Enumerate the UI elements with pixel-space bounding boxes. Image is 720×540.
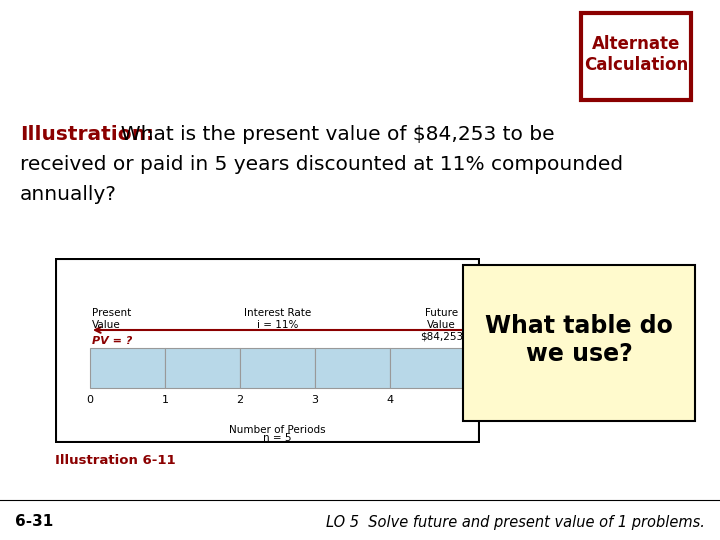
Text: 5: 5 [462,395,469,405]
Text: Illustration 6-11: Illustration 6-11 [55,455,176,468]
Text: 6-31: 6-31 [15,515,53,530]
Text: 3: 3 [312,395,318,405]
Text: 1: 1 [161,395,168,405]
Text: Present
Value: Present Value [92,308,131,329]
Bar [240,348,315,388]
Text: Alternate
Calculation: Alternate Calculation [584,35,688,74]
Text: Interest Rate
i = 11%: Interest Rate i = 11% [244,308,311,329]
Text: Illustration:: Illustration: [20,125,154,144]
Text: 0: 0 [86,395,94,405]
Text: 4: 4 [387,395,394,405]
Text: received or paid in 5 years discounted at 11% compounded: received or paid in 5 years discounted a… [20,155,623,174]
Text: Present Value of a Single Sum: Present Value of a Single Sum [70,43,564,71]
Text: 2: 2 [236,395,243,405]
Bar [165,348,240,388]
Text: n = 5: n = 5 [264,433,292,443]
Text: Number of Periods: Number of Periods [229,425,326,435]
FancyBboxPatch shape [463,265,696,421]
Bar [315,348,390,388]
Text: What is the present value of $84,253 to be: What is the present value of $84,253 to … [108,125,554,144]
Bar [90,348,165,388]
Text: What table do
we use?: What table do we use? [485,314,673,366]
Text: PV = ?: PV = ? [92,336,132,346]
Text: annually?: annually? [20,185,117,204]
Text: LO 5  Solve future and present value of 1 problems.: LO 5 Solve future and present value of 1… [326,515,705,530]
FancyBboxPatch shape [580,13,691,100]
Text: Future
Value
$84,253: Future Value $84,253 [420,308,463,341]
Bar [390,348,465,388]
FancyBboxPatch shape [56,259,479,442]
